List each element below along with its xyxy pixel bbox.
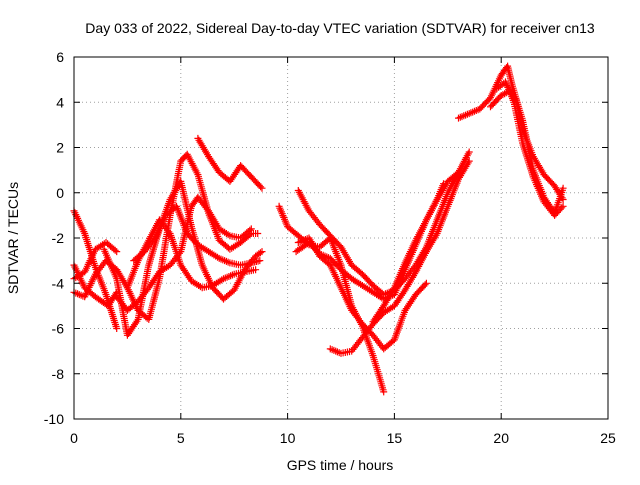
series-track: [100, 177, 266, 339]
series-track: [326, 157, 473, 357]
plot-frame: [73, 56, 609, 420]
y-tick-label: -6: [52, 321, 65, 337]
x-tick-label: 0: [70, 430, 78, 446]
series-track: [493, 78, 567, 219]
y-tick-label: 4: [56, 94, 64, 110]
series-track: [194, 134, 266, 192]
series-markers: [100, 177, 266, 339]
series-markers: [326, 157, 473, 357]
data-series: [70, 62, 567, 396]
series-markers: [493, 78, 567, 219]
y-tick-label: -4: [52, 275, 65, 291]
series-track: [113, 216, 260, 292]
y-tick-label: 0: [56, 185, 64, 201]
series-markers: [275, 202, 388, 396]
x-axis-label: GPS time / hours: [287, 457, 394, 473]
series-markers: [487, 87, 567, 203]
grid: [74, 57, 608, 419]
x-tick-label: 25: [600, 430, 616, 446]
series-markers: [113, 193, 255, 314]
series-track: [369, 180, 447, 326]
series-markers: [294, 148, 473, 299]
y-tick-label: 6: [56, 49, 64, 65]
series-markers: [455, 62, 567, 217]
y-tick-label: -2: [52, 230, 65, 246]
series-track: [294, 148, 473, 299]
series-markers: [369, 180, 447, 326]
y-tick-label: -10: [44, 411, 64, 427]
y-axis-label: SDTVAR / TECUs: [5, 182, 21, 294]
series-track: [455, 62, 567, 217]
y-tick-label: 2: [56, 140, 64, 156]
series-markers: [194, 134, 266, 192]
series-track: [113, 193, 255, 314]
series-track: [275, 202, 388, 396]
axis-ticks: 0 5 10 15 20 25 -10 -8 -6 -4 -2 0 2 4 6: [44, 49, 616, 446]
x-tick-label: 10: [280, 430, 296, 446]
series-track: [130, 202, 264, 269]
series-markers: [130, 202, 264, 269]
x-tick-label: 15: [387, 430, 403, 446]
series-markers: [113, 216, 260, 292]
x-tick-label: 20: [493, 430, 509, 446]
y-tick-label: -8: [52, 366, 65, 382]
chart-title: Day 033 of 2022, Sidereal Day-to-day VTE…: [85, 20, 595, 36]
x-tick-label: 5: [177, 430, 185, 446]
series-track: [487, 87, 567, 203]
